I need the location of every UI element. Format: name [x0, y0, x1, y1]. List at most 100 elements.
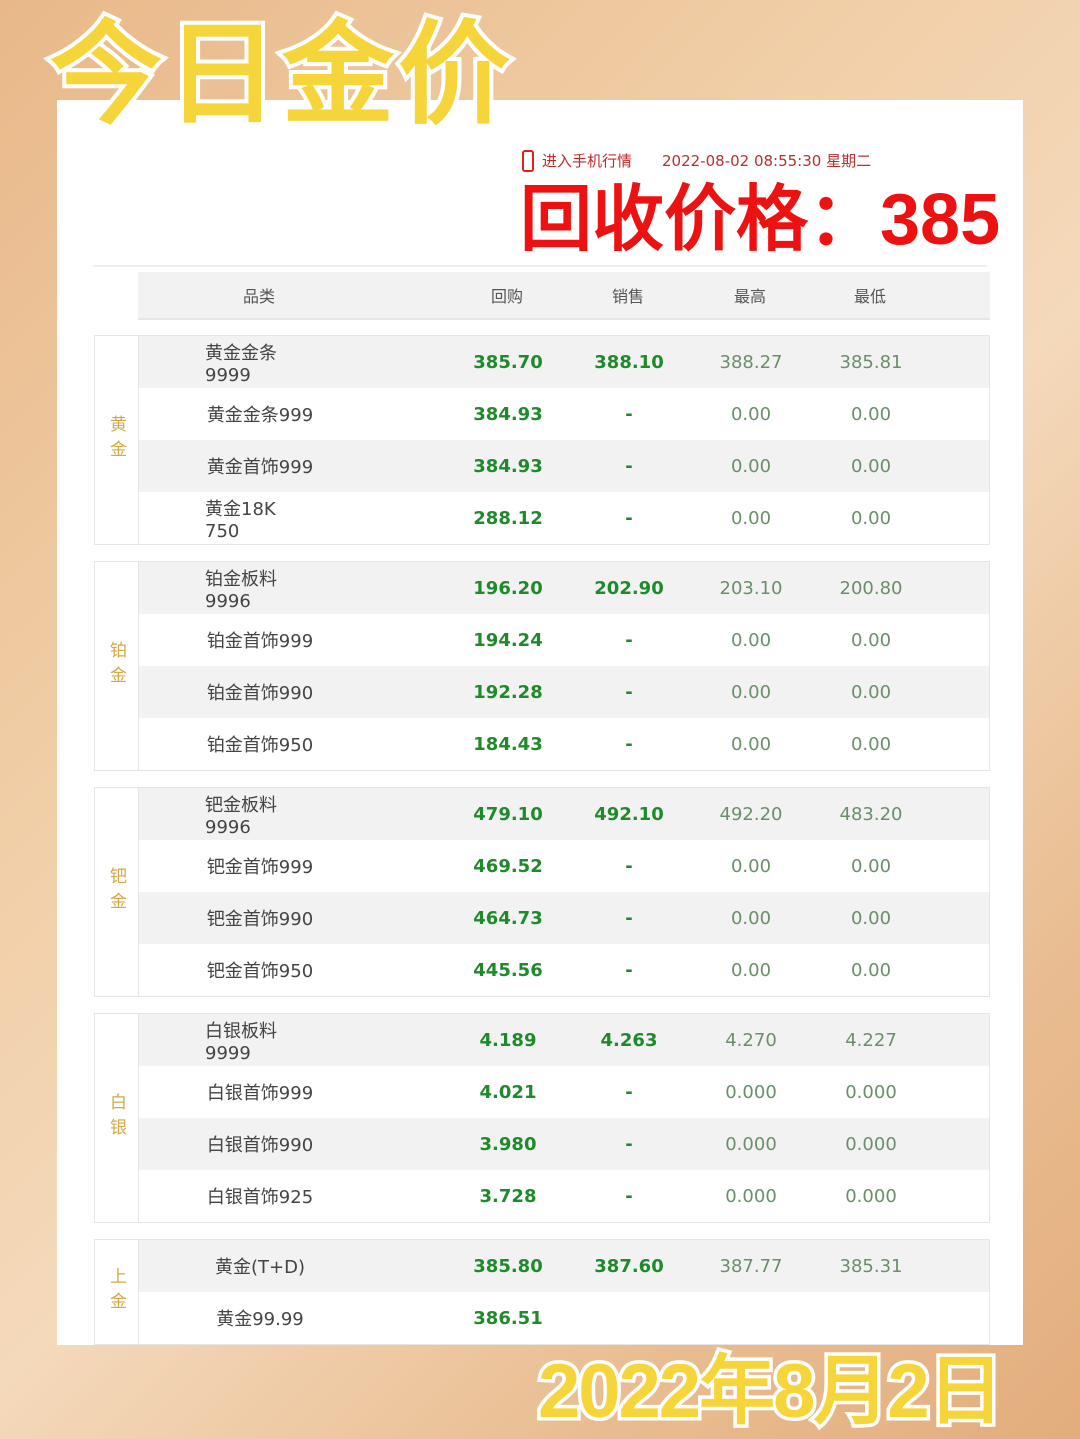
group-category: 上金 [95, 1240, 139, 1344]
cell-high: 387.77 [719, 1255, 783, 1277]
table-row[interactable]: 钯金首饰999 469.52 - 0.00 0.00 [139, 840, 989, 892]
cell-name: 白银首饰999 [206, 1083, 314, 1104]
cell-low: 0.00 [850, 507, 892, 529]
group-category: 黄金 [95, 336, 139, 544]
price-group: 白银 白银板料9999 4.189 4.263 4.270 4.227 白银首饰999 4.0… [94, 1013, 990, 1223]
table-row[interactable]: 黄金18K 750 288.12 - 0.00 0.00 [139, 492, 989, 544]
cell-buyback: 464.73 [473, 907, 543, 929]
table-row[interactable]: 钯金板料9996 479.10 492.10 492.20 483.20 [139, 788, 989, 840]
cell-high: 0.000 [725, 1081, 777, 1103]
table-row[interactable]: 铂金板料9996 196.20 202.90 203.10 200.80 [139, 562, 989, 614]
cell-sell: - [625, 1081, 633, 1103]
cell-low: 0.00 [850, 733, 892, 755]
cell-high: 0.000 [725, 1185, 777, 1207]
cell-name: 钯金首饰950 [206, 961, 314, 982]
cell-high: 0.00 [730, 855, 772, 877]
cell-low: 385.31 [839, 1255, 903, 1277]
group-category: 白银 [95, 1014, 139, 1222]
price-board: 进入手机行情 2022-08-02 08:55:30 星期二 品类 回购 销售 … [57, 100, 1023, 1345]
cell-sell: - [625, 403, 633, 425]
cell-low: 0.000 [845, 1081, 897, 1103]
cell-buyback: 386.51 [473, 1307, 543, 1329]
cell-sell [574, 1292, 684, 1344]
cell-high: 0.00 [730, 507, 772, 529]
cell-sell: - [625, 855, 633, 877]
cell-high: 0.00 [730, 455, 772, 477]
header-sell: 销售 [611, 287, 644, 306]
table-row[interactable]: 黄金金条9999 385.70 388.10 388.27 385.81 [139, 336, 989, 388]
table-row[interactable]: 铂金首饰990 192.28 - 0.00 0.00 [139, 666, 989, 718]
cell-name: 白银首饰990 [206, 1135, 314, 1156]
mobile-phone-icon [522, 150, 534, 172]
cell-sell: 4.263 [600, 1029, 658, 1051]
cell-low: 0.000 [845, 1133, 897, 1155]
cell-high: 0.00 [730, 629, 772, 651]
table-row[interactable]: 黄金首饰999 384.93 - 0.00 0.00 [139, 440, 989, 492]
cell-low: 0.000 [845, 1185, 897, 1207]
buyback-price-overlay: 回收价格：385 [520, 180, 1001, 260]
cell-sell: 492.10 [594, 803, 664, 825]
cell-high: 492.20 [719, 803, 783, 825]
datetime: 2022-08-02 08:55:30 星期二 [662, 152, 872, 170]
cell-name: 铂金首饰950 [206, 735, 314, 756]
price-group: 黄金 黄金金条9999 385.70 388.10 388.27 385.81 黄金金条99… [94, 335, 990, 545]
cell-sell: - [625, 1133, 633, 1155]
cell-buyback: 3.980 [479, 1133, 537, 1155]
table-row[interactable]: 白银首饰990 3.980 - 0.000 0.000 [139, 1118, 989, 1170]
cell-buyback: 479.10 [473, 803, 543, 825]
table-row[interactable]: 黄金99.99 386.51 [139, 1292, 989, 1344]
cell-sell: - [625, 959, 633, 981]
mobile-quotes-link[interactable]: 进入手机行情 [542, 152, 633, 170]
cell-name: 白银板料9999 [205, 1020, 277, 1064]
price-group: 铂金 铂金板料9996 196.20 202.90 203.10 200.80 铂金首饰99… [94, 561, 990, 771]
cell-buyback: 385.80 [473, 1255, 543, 1277]
cell-sell: 387.60 [594, 1255, 664, 1277]
cell-high: 388.27 [719, 351, 783, 373]
cell-high [696, 1292, 806, 1344]
table-row[interactable]: 铂金首饰950 184.43 - 0.00 0.00 [139, 718, 989, 770]
cell-low: 0.00 [850, 907, 892, 929]
cell-high: 0.000 [725, 1133, 777, 1155]
cell-buyback: 469.52 [473, 855, 543, 877]
cell-high: 4.270 [725, 1029, 777, 1051]
cell-name: 钯金首饰990 [206, 909, 314, 930]
table-row[interactable]: 白银首饰999 4.021 - 0.000 0.000 [139, 1066, 989, 1118]
cell-high: 0.00 [730, 907, 772, 929]
table-row[interactable]: 白银板料9999 4.189 4.263 4.270 4.227 [139, 1014, 989, 1066]
cell-sell: - [625, 733, 633, 755]
cell-buyback: 3.728 [479, 1185, 537, 1207]
group-category: 铂金 [95, 562, 139, 770]
cell-low: 200.80 [839, 577, 903, 599]
cell-low: 0.00 [850, 959, 892, 981]
group-category: 钯金 [95, 788, 139, 996]
table-row[interactable]: 白银首饰925 3.728 - 0.000 0.000 [139, 1170, 989, 1222]
table-row[interactable]: 钯金首饰990 464.73 - 0.00 0.00 [139, 892, 989, 944]
date-overlay: 2022年8月2日 [535, 1346, 1008, 1437]
cell-name: 铂金板料9996 [205, 568, 277, 612]
table-row[interactable]: 黄金金条999 384.93 - 0.00 0.00 [139, 388, 989, 440]
cell-sell: - [625, 629, 633, 651]
cell-name: 黄金99.99 [216, 1309, 304, 1330]
cell-name: 白银首饰925 [206, 1187, 314, 1208]
cell-sell: 388.10 [594, 351, 664, 373]
header-buyback: 回购 [490, 287, 523, 306]
cell-low: 4.227 [845, 1029, 897, 1051]
table-row[interactable]: 黄金(T+D) 385.80 387.60 387.77 385.31 [139, 1240, 989, 1292]
cell-high: 0.00 [730, 959, 772, 981]
table-row[interactable]: 铂金首饰999 194.24 - 0.00 0.00 [139, 614, 989, 666]
cell-buyback: 4.189 [479, 1029, 537, 1051]
cell-low: 0.00 [850, 403, 892, 425]
cell-high: 0.00 [730, 403, 772, 425]
cell-low: 0.00 [850, 855, 892, 877]
headline-title: 今日金价 [46, 9, 514, 140]
cell-buyback: 184.43 [473, 733, 543, 755]
cell-buyback: 288.12 [473, 507, 543, 529]
cell-low: 0.00 [850, 681, 892, 703]
cell-sell: - [625, 1185, 633, 1207]
cell-name: 黄金18K 750 [205, 498, 276, 542]
cell-name: 铂金首饰999 [206, 631, 314, 652]
table-row[interactable]: 钯金首饰950 445.56 - 0.00 0.00 [139, 944, 989, 996]
cell-name: 钯金首饰999 [206, 857, 314, 878]
cell-sell: - [625, 681, 633, 703]
topbar: 进入手机行情 2022-08-02 08:55:30 星期二 [522, 150, 871, 172]
